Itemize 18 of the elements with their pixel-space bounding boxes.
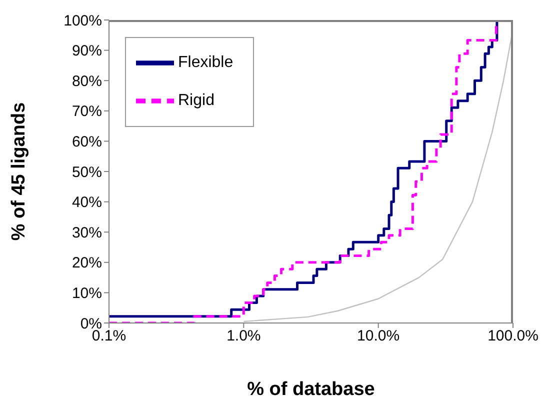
legend-label: Rigid xyxy=(178,92,214,110)
legend-label: Flexible xyxy=(178,54,234,72)
y-tick-label: 60% xyxy=(72,134,102,151)
y-tick-label: 90% xyxy=(72,42,102,60)
x-tick-label: 10.0% xyxy=(357,328,400,345)
y-tick-label: 30% xyxy=(72,224,102,242)
x-axis-title: % of database xyxy=(247,379,375,400)
y-tick-label: 80% xyxy=(72,72,102,90)
y-axis-title: % of 45 ligands xyxy=(8,102,30,241)
y-tick-label: 50% xyxy=(72,164,102,181)
x-tick-label: 100.0% xyxy=(488,328,538,345)
y-tick-label: 40% xyxy=(72,194,102,212)
x-tick-label: 1.0% xyxy=(226,328,261,345)
y-tick-label: 10% xyxy=(72,285,102,302)
y-tick-label: 100% xyxy=(64,12,102,30)
y-tick-label: 20% xyxy=(72,254,102,272)
y-tick-label: 70% xyxy=(72,103,102,120)
x-tick-label: 0.1% xyxy=(92,328,126,345)
